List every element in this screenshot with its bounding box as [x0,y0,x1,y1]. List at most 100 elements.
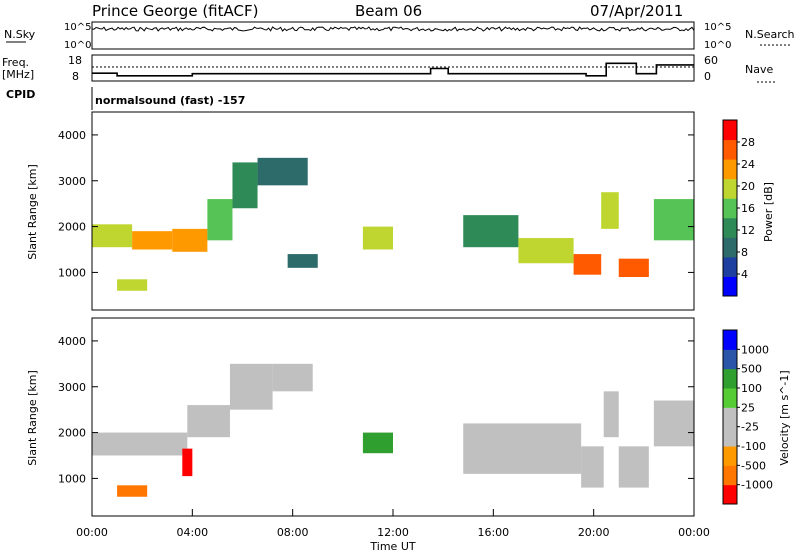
site-title: Prince George (fitACF) [92,2,258,20]
freq-trace [92,62,694,77]
colorbar-tick-label: 20 [741,180,755,193]
colorbar-swatch [723,139,737,160]
colorbar-swatch [723,484,737,505]
scatter-region [362,226,393,250]
colorbar-swatch [723,388,737,408]
colorbar-tick-label: -100 [741,440,766,453]
beam-title: Beam 06 [355,2,422,20]
scatter-region [172,228,208,252]
scatter-region [257,157,308,186]
scatter-region [232,162,258,209]
velocity-y-axis: 1000 2000 3000 4000 [58,335,694,485]
y-tick-label: 1000 [58,472,86,485]
freq-nave-panel: Freq. [MHz] 18 8 60 0 Nave [2,54,775,83]
colorbar-tick-label: 4 [741,268,748,281]
colorbar-tick-label: 8 [741,246,748,259]
freq-panel-frame [91,54,695,82]
scatter-region [287,254,318,268]
velocity-colorbar: 1000 500 100 25 -25 -100 -500 -1000 [722,329,773,505]
scatter-region [463,215,519,248]
cpid-value: normalsound (fast) -157 [95,94,245,107]
scatter-region [132,231,173,250]
scatter-region [463,423,582,474]
colorbar-swatch [723,330,737,350]
power-scatter [92,157,694,291]
date-title: 07/Apr/2011 [590,2,683,20]
scatter-region [362,432,393,454]
scatter-region [117,485,148,497]
nave-tick-high: 60 [704,54,718,67]
scatter-region [653,400,694,447]
power-y-axis: 1000 2000 3000 4000 [58,129,694,279]
nsearch-label: N.Search [745,28,795,41]
colorbar-swatch [723,349,737,370]
scatter-region [229,363,273,410]
x-tick-label: 12:00 [377,526,409,539]
scatter-region [581,446,604,488]
scatter-region [573,254,602,275]
power-ylabel: Slant Range [km] [26,164,39,260]
colorbar-tick-label: -500 [741,459,766,472]
scatter-region [601,192,619,229]
noise-panel-frame [91,21,695,50]
colorbar-tick-label: 1000 [741,343,769,356]
colorbar-swatch [723,178,737,199]
power-panel: 1000 2000 3000 4000 Slant Range [km] 4 8 12 16… [26,111,775,311]
colorbar-swatch [723,426,737,447]
time-x-axis: 00:00 04:00 08:00 12:00 16:00 20:00 00:00 [76,509,710,539]
freq-tick-high: 18 [68,54,82,67]
velocity-cbar-label: Velocity [m s^-1] [778,370,791,465]
colorbar-tick-label: 500 [741,363,762,376]
power-colorbar: 4 8 12 16 20 24 28 [722,119,755,297]
noise-panel: N.Sky 10^5 10^0 10^5 10^0 N.Search [4,21,795,51]
colorbar-swatch [723,159,737,180]
scatter-region [117,279,148,291]
colorbar-tick-label: 25 [741,401,755,414]
scatter-region [618,258,649,277]
colorbar-swatch [723,256,737,277]
colorbar-swatch [723,465,737,486]
nave-tick-low: 0 [704,70,711,83]
noise-left-tick-low: 10^0 [64,40,91,51]
colorbar-swatch [723,198,737,219]
scatter-region [603,391,619,438]
y-tick-label: 4000 [58,129,86,142]
freq-label-line2: [MHz] [2,68,34,81]
colorbar-tick-label: 24 [741,158,755,171]
nsky-trace [91,26,695,32]
scatter-region [518,238,574,264]
nave-label: Nave [745,63,773,76]
y-tick-label: 1000 [58,266,86,279]
noise-right-tick-low: 10^0 [704,40,731,51]
y-tick-label: 2000 [58,427,86,440]
colorbar-tick-label: 16 [741,202,755,215]
freq-tick-low: 8 [72,70,79,83]
power-panel-frame [91,111,695,311]
noise-right-tick-high: 10^5 [704,22,731,33]
colorbar-swatch [723,237,737,258]
colorbar-swatch [723,217,737,238]
xlabel: Time UT [369,540,415,553]
colorbar-tick-label: -25 [741,421,759,434]
velocity-ylabel: Slant Range [km] [26,370,39,466]
colorbar-tick-label: -1000 [741,479,773,492]
velocity-panel: 1000 2000 3000 4000 Slant Range [km] 1000 50… [26,317,791,553]
y-tick-label: 2000 [58,221,86,234]
nsky-label: N.Sky [4,28,36,41]
cpid-label: CPID [6,88,35,101]
scatter-region [92,224,133,248]
colorbar-swatch [723,120,737,141]
colorbar-swatch [723,368,737,389]
x-tick-label: 00:00 [76,526,108,539]
scatter-region [187,405,230,438]
freq-label-line1: Freq. [2,56,29,69]
x-tick-label: 16:00 [477,526,509,539]
scatter-region [182,448,193,477]
y-tick-label: 3000 [58,381,86,394]
velocity-scatter [92,363,694,497]
x-tick-label: 20:00 [578,526,610,539]
y-tick-label: 4000 [58,335,86,348]
x-tick-label: 00:00 [678,526,710,539]
scatter-region [272,363,313,392]
y-tick-label: 3000 [58,175,86,188]
